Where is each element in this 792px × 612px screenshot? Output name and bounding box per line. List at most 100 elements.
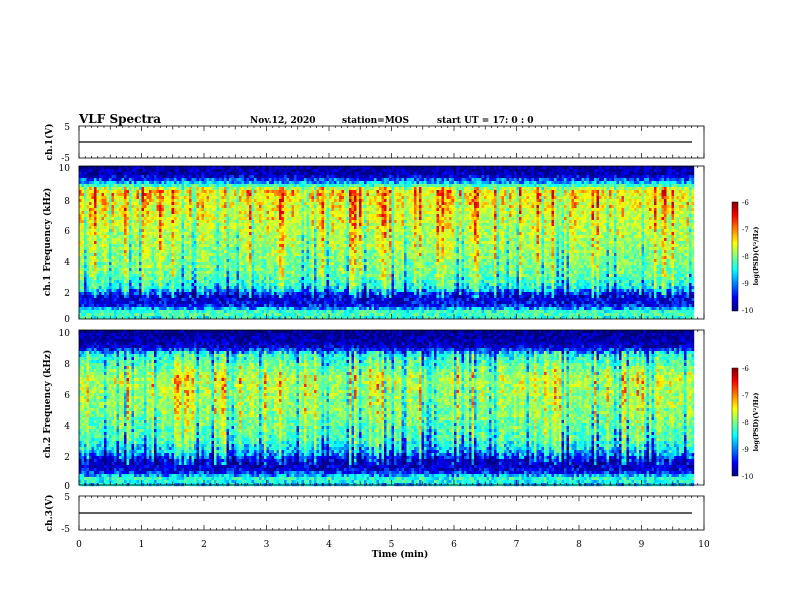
- spectrogram-cell: [197, 289, 200, 292]
- spectrogram-cell: [174, 259, 177, 262]
- spectrogram-cell: [177, 301, 180, 304]
- spectrogram-cell: [112, 259, 115, 262]
- spectrogram-cell: [177, 202, 180, 205]
- spectrogram-cell: [102, 178, 105, 181]
- spectrogram-cell: [179, 313, 182, 316]
- spectrogram-cell: [212, 211, 215, 214]
- spectrogram-cell: [84, 223, 87, 226]
- spectrogram-cell: [104, 295, 107, 298]
- spectrogram-cell: [194, 178, 197, 181]
- spectrogram-cell: [142, 196, 145, 199]
- spectrogram-cell: [159, 169, 162, 172]
- spectrogram-cell: [192, 244, 195, 247]
- spectrogram-cell: [217, 295, 220, 298]
- spectrogram-cell: [127, 295, 130, 298]
- spectrogram-cell: [129, 247, 132, 250]
- spectrogram-cell: [152, 247, 155, 250]
- spectrogram-cell: [147, 235, 150, 238]
- spectrogram-cell: [179, 241, 182, 244]
- spectrogram-cell: [94, 226, 97, 229]
- spectrogram-cell: [89, 187, 92, 190]
- spectrogram-cell: [107, 277, 110, 280]
- spectrogram-cell: [142, 268, 145, 271]
- spectrogram-cell: [92, 181, 95, 184]
- spectrogram-cell: [122, 190, 125, 193]
- spectrogram-cell: [117, 280, 120, 283]
- spectrogram-cell: [147, 295, 150, 298]
- spectrogram-cell: [99, 274, 102, 277]
- spectrogram-cell: [99, 199, 102, 202]
- spectrogram-cell: [214, 289, 217, 292]
- spectrogram-cell: [109, 268, 112, 271]
- spectrogram-cell: [94, 295, 97, 298]
- spectrogram-cell: [132, 190, 135, 193]
- spectrogram-cell: [109, 193, 112, 196]
- spectrogram-cell: [184, 205, 187, 208]
- spectrogram-cell: [217, 178, 220, 181]
- spectrogram-cell: [79, 232, 82, 235]
- spectrogram-cell: [137, 187, 140, 190]
- spectrogram-cell: [182, 175, 185, 178]
- spectrogram-cell: [84, 277, 87, 280]
- spectrogram-cell: [222, 193, 225, 196]
- spectrogram-cell: [204, 229, 207, 232]
- spectrogram-cell: [192, 304, 195, 307]
- spectrogram-cell: [99, 277, 102, 280]
- spectrogram-cell: [182, 241, 185, 244]
- spectrogram-cell: [157, 262, 160, 265]
- spectrogram-cell: [159, 208, 162, 211]
- spectrogram-cell: [177, 196, 180, 199]
- spectrogram-cell: [97, 217, 100, 220]
- spectrogram-cell: [122, 169, 125, 172]
- spectrogram-cell: [187, 313, 190, 316]
- spectrogram-cell: [129, 223, 132, 226]
- spectrogram-cell: [142, 259, 145, 262]
- spectrogram-cell: [117, 307, 120, 310]
- spectrogram-cell: [89, 217, 92, 220]
- spectrogram-cell: [197, 283, 200, 286]
- spectrogram-cell: [92, 265, 95, 268]
- spectrogram-cell: [147, 274, 150, 277]
- spectrogram-cell: [199, 196, 202, 199]
- spectrogram-cell: [179, 265, 182, 268]
- spectrogram-cell: [92, 259, 95, 262]
- spectrogram-cell: [214, 256, 217, 259]
- spectrogram-cell: [152, 286, 155, 289]
- spectrogram-cell: [89, 247, 92, 250]
- spectrogram-cell: [112, 202, 115, 205]
- spectrogram-cell: [89, 274, 92, 277]
- spectrogram-cell: [184, 184, 187, 187]
- spectrogram-cell: [137, 226, 140, 229]
- spectrogram-cell: [99, 169, 102, 172]
- spectrogram-cell: [149, 295, 152, 298]
- spectrogram-cell: [112, 166, 115, 169]
- spectrogram-cell: [202, 277, 205, 280]
- spectrogram-cell: [159, 205, 162, 208]
- spectrogram-cell: [152, 280, 155, 283]
- spectrogram-cell: [174, 178, 177, 181]
- spectrogram-cell: [117, 283, 120, 286]
- spectrogram-cell: [177, 250, 180, 253]
- spectrogram-cell: [134, 169, 137, 172]
- spectrogram-cell: [142, 220, 145, 223]
- spectrogram-cell: [207, 295, 210, 298]
- spectrogram-cell: [174, 283, 177, 286]
- spectrogram-cell: [92, 271, 95, 274]
- spectrogram-cell: [147, 292, 150, 295]
- spectrogram-cell: [214, 190, 217, 193]
- spectrogram-cell: [119, 271, 122, 274]
- spectrogram-cell: [94, 193, 97, 196]
- spectrogram-cell: [124, 211, 127, 214]
- spectrogram-cell: [169, 271, 172, 274]
- spectrogram-cell: [154, 247, 157, 250]
- spectrogram-cell: [159, 172, 162, 175]
- spectrogram-cell: [202, 298, 205, 301]
- spectrogram-cell: [124, 277, 127, 280]
- spectrogram-cell: [157, 271, 160, 274]
- spectrogram-cell: [127, 235, 130, 238]
- spectrogram-cell: [109, 295, 112, 298]
- spectrogram-cell: [137, 274, 140, 277]
- spectrogram-cell: [149, 172, 152, 175]
- spectrogram-cell: [172, 217, 175, 220]
- spectrogram-cell: [139, 214, 142, 217]
